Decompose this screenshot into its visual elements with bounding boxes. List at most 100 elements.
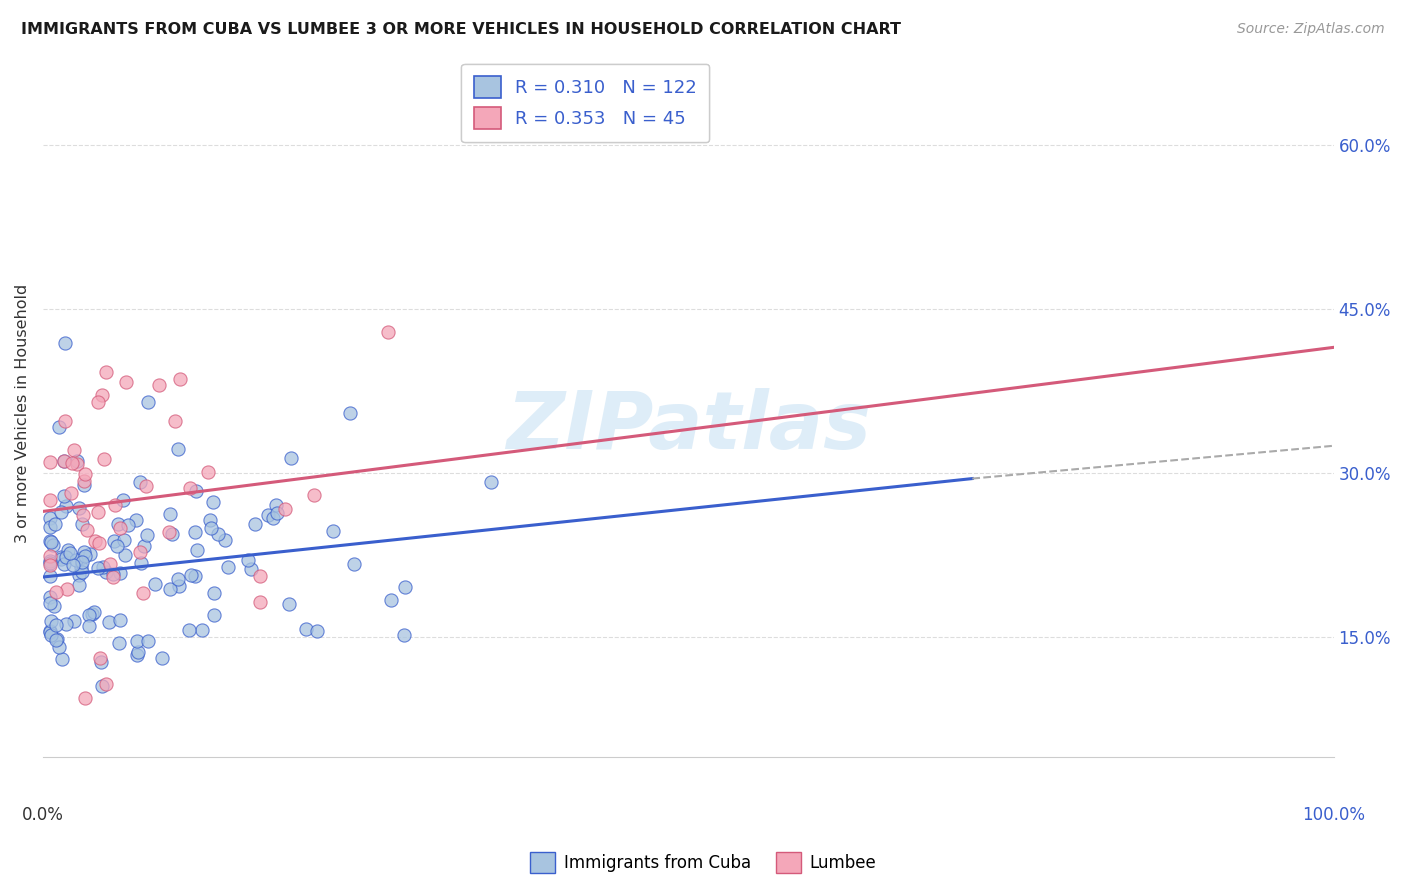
Point bbox=[38, 557, 60, 571]
Point bbox=[200, 513, 222, 527]
Point bbox=[70, 556, 93, 570]
Point bbox=[84, 533, 107, 548]
Point bbox=[49, 550, 72, 565]
Point bbox=[127, 648, 149, 662]
Point bbox=[380, 592, 402, 607]
Point bbox=[207, 526, 229, 541]
Legend: R = 0.310   N = 122, R = 0.353   N = 45: R = 0.310 N = 122, R = 0.353 N = 45 bbox=[461, 63, 710, 142]
Point bbox=[184, 525, 207, 540]
Point bbox=[42, 538, 65, 552]
Point bbox=[108, 613, 131, 627]
Text: 100.0%: 100.0% bbox=[1302, 805, 1365, 823]
Point bbox=[66, 457, 89, 471]
Point bbox=[479, 475, 502, 490]
Point bbox=[55, 549, 77, 564]
Point bbox=[263, 511, 285, 525]
Point bbox=[90, 655, 112, 669]
Point bbox=[39, 519, 62, 533]
Point bbox=[249, 595, 271, 609]
Point bbox=[89, 651, 111, 665]
Point bbox=[343, 557, 366, 571]
Point bbox=[104, 499, 127, 513]
Y-axis label: 3 or more Vehicles in Household: 3 or more Vehicles in Household bbox=[15, 284, 30, 542]
Point bbox=[39, 549, 62, 563]
Point bbox=[56, 543, 79, 558]
Point bbox=[135, 479, 157, 493]
Point bbox=[115, 375, 138, 389]
Point bbox=[157, 524, 180, 539]
Point bbox=[128, 475, 150, 490]
Point bbox=[165, 413, 187, 427]
Point bbox=[93, 452, 115, 467]
Point bbox=[114, 548, 136, 562]
Point bbox=[108, 636, 131, 650]
Point bbox=[307, 624, 329, 638]
Point bbox=[214, 533, 236, 547]
Point bbox=[377, 325, 399, 339]
Point bbox=[132, 539, 155, 553]
Point bbox=[257, 508, 280, 523]
Point bbox=[302, 488, 325, 502]
Point bbox=[49, 552, 72, 566]
Point bbox=[239, 562, 262, 576]
Point bbox=[38, 596, 60, 610]
Point bbox=[243, 516, 266, 531]
Point bbox=[159, 507, 181, 521]
Point bbox=[39, 533, 62, 548]
Point bbox=[339, 406, 361, 420]
Point bbox=[202, 608, 225, 623]
Point bbox=[70, 565, 93, 579]
Point bbox=[169, 372, 191, 386]
Point bbox=[39, 615, 62, 629]
Point bbox=[73, 549, 96, 563]
Point bbox=[179, 481, 201, 495]
Point bbox=[65, 552, 87, 566]
Point bbox=[51, 652, 73, 666]
Point bbox=[73, 467, 96, 481]
Point bbox=[238, 553, 260, 567]
Point bbox=[86, 504, 108, 518]
Point bbox=[51, 505, 73, 519]
Point bbox=[79, 547, 101, 561]
Point bbox=[53, 558, 76, 572]
Point bbox=[143, 577, 166, 591]
Text: ZIPatlas: ZIPatlas bbox=[506, 388, 870, 466]
Point bbox=[63, 443, 86, 458]
Point bbox=[45, 585, 67, 599]
Point bbox=[177, 624, 200, 638]
Point bbox=[38, 493, 60, 508]
Point bbox=[112, 533, 135, 547]
Point bbox=[76, 524, 98, 538]
Point bbox=[295, 622, 318, 636]
Point bbox=[112, 493, 135, 508]
Point bbox=[38, 511, 60, 525]
Point bbox=[87, 536, 110, 550]
Point bbox=[136, 633, 159, 648]
Point bbox=[70, 516, 93, 531]
Text: IMMIGRANTS FROM CUBA VS LUMBEE 3 OR MORE VEHICLES IN HOUSEHOLD CORRELATION CHART: IMMIGRANTS FROM CUBA VS LUMBEE 3 OR MORE… bbox=[21, 22, 901, 37]
Point bbox=[127, 634, 149, 648]
Point bbox=[45, 617, 67, 632]
Point bbox=[66, 454, 89, 468]
Point bbox=[159, 582, 181, 596]
Point bbox=[39, 455, 62, 469]
Point bbox=[69, 560, 91, 574]
Point bbox=[264, 499, 287, 513]
Point bbox=[45, 632, 67, 647]
Point bbox=[38, 624, 60, 638]
Point bbox=[41, 535, 63, 549]
Point bbox=[67, 567, 90, 582]
Point bbox=[44, 517, 66, 532]
Point bbox=[52, 454, 75, 468]
Point bbox=[38, 554, 60, 568]
Point bbox=[72, 508, 94, 522]
Point bbox=[80, 607, 103, 621]
Point bbox=[53, 336, 76, 351]
Point bbox=[48, 420, 70, 434]
Point bbox=[38, 569, 60, 583]
Point bbox=[167, 572, 190, 586]
Point bbox=[87, 560, 110, 574]
Point bbox=[86, 395, 108, 409]
Point bbox=[108, 521, 131, 535]
Point bbox=[73, 545, 96, 559]
